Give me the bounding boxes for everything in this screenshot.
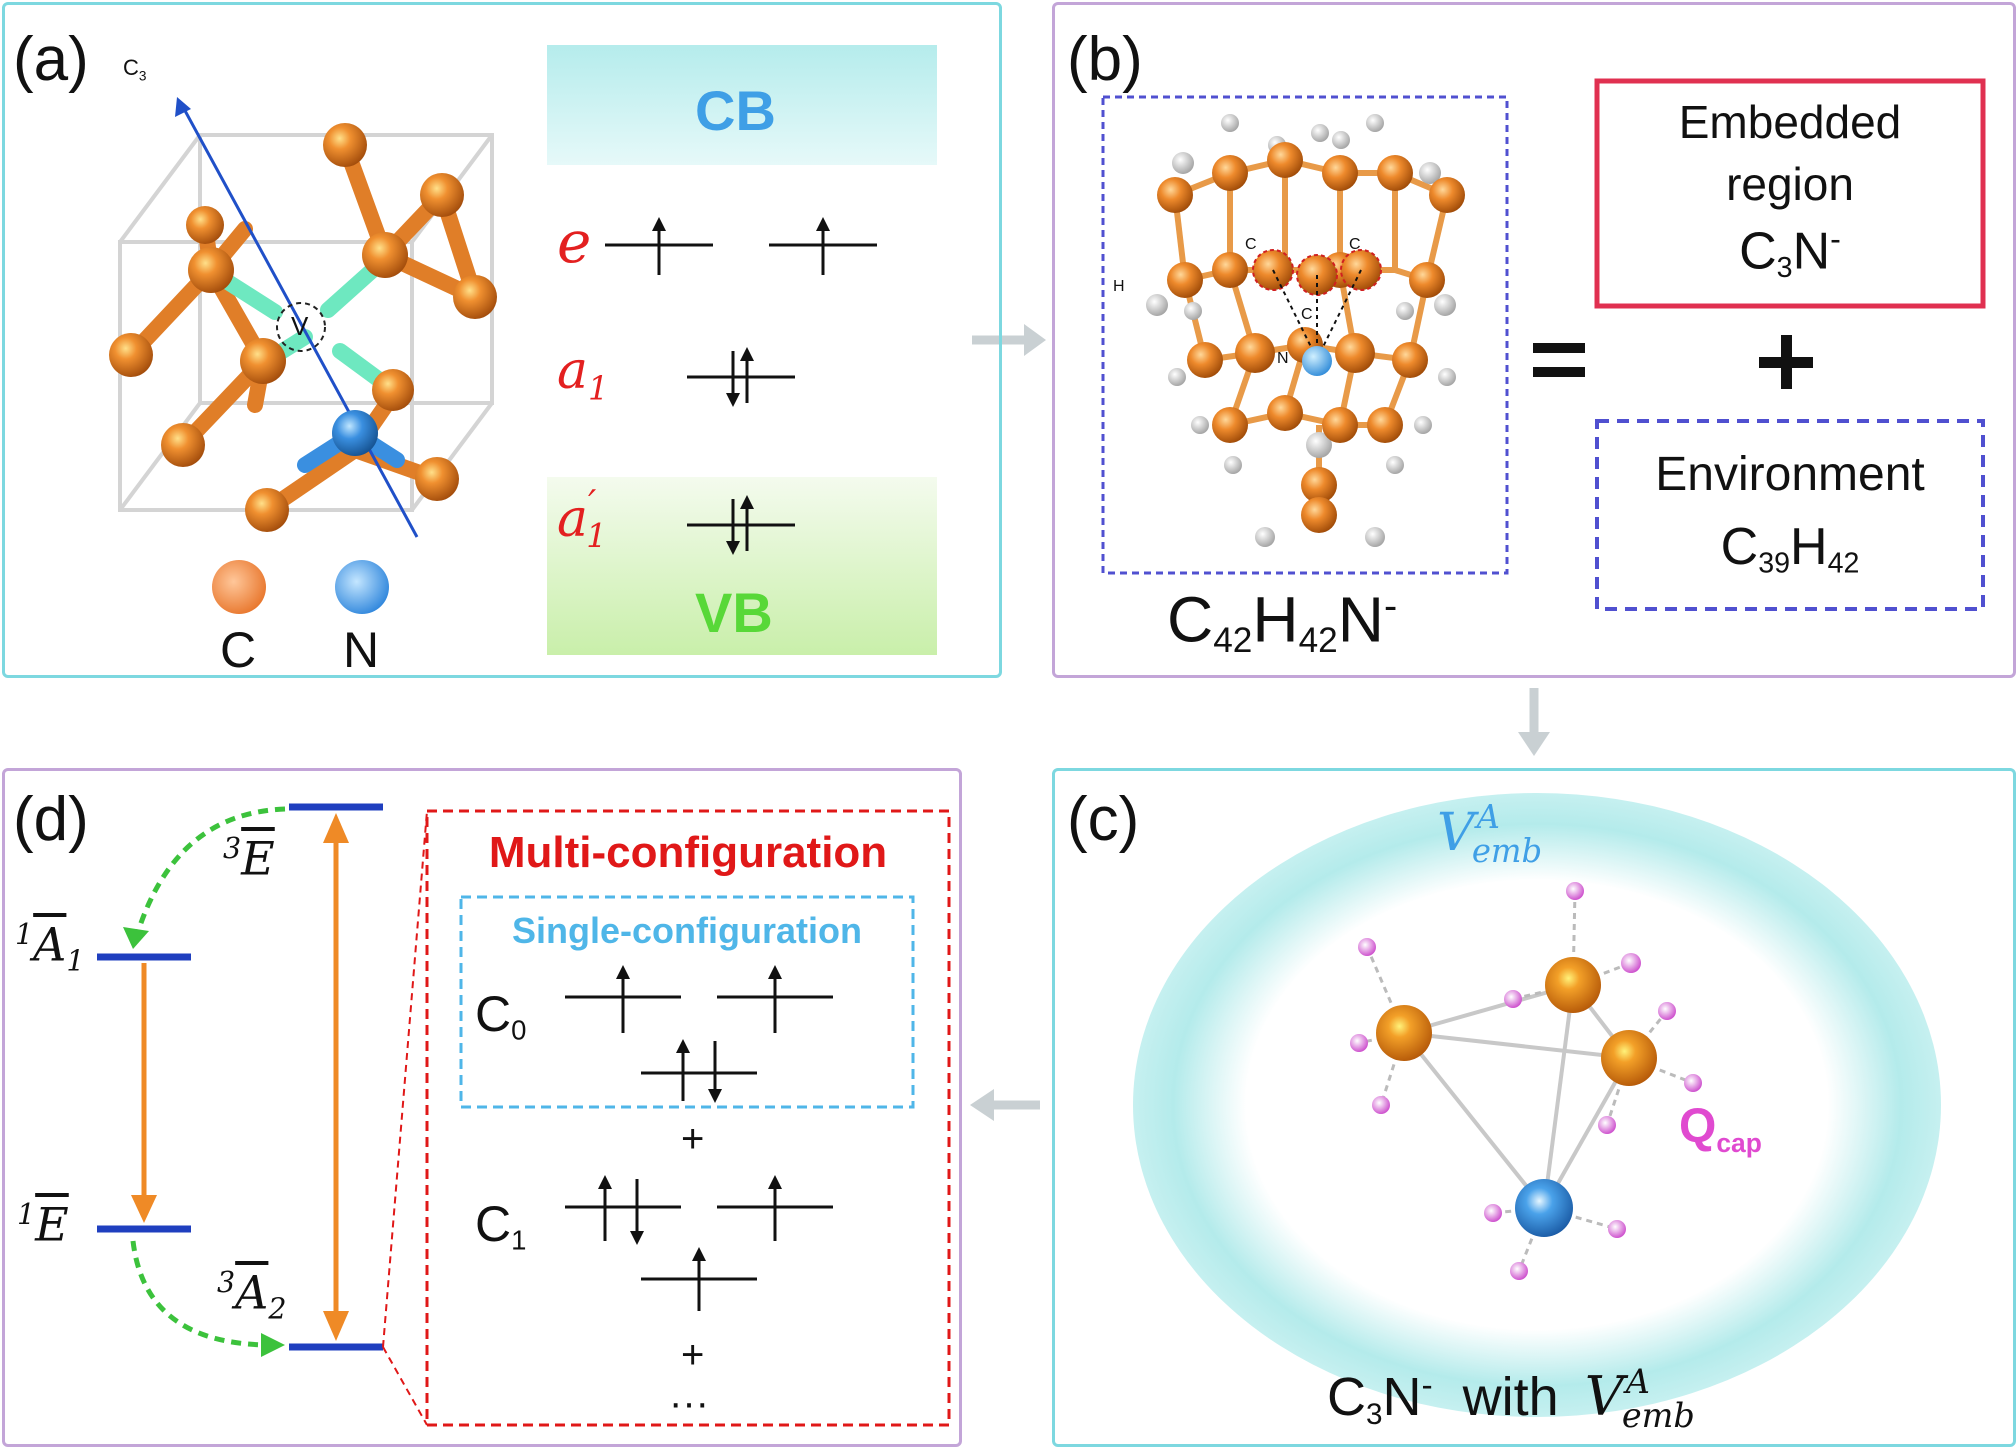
hydrogen-atoms [1146, 114, 1456, 547]
panel-a-defect-structure: (a) C3 V C N CB VB e a1 a′1 [2, 2, 1002, 678]
panel-c-embedding-potential: (c) VAemb Qcap C3N-with VAemb [1052, 768, 2016, 1447]
cluster-model-graphic [1101, 78, 1986, 611]
state-3a2-label: 3A2 [217, 1265, 287, 1326]
plus-after-c1: + [681, 1333, 705, 1377]
panel-b-label: (b) [1067, 25, 1143, 94]
carbon-atoms [109, 123, 497, 532]
panel-d-electronic-states: (d) 3E 1A1 1E 3A2 Multi-configuration Si… [2, 768, 962, 1447]
legend-carbon-label: C [220, 622, 257, 678]
embedded-carbon-atoms [1252, 249, 1382, 296]
c3-axis-label: C3 [123, 55, 147, 84]
c1-label: C1 [475, 1196, 527, 1256]
embedded-region-formula: C3N- [1739, 221, 1841, 284]
atom-label-c-right: C [1349, 236, 1361, 253]
arrow-c-to-d [970, 1089, 1040, 1121]
embedded-region-box [1594, 78, 1986, 309]
atom-label-c-center: C [1301, 306, 1313, 323]
embedding-potential-ring [1133, 793, 1941, 1417]
vacancy-dotted-lines [1272, 269, 1362, 360]
c3n-atoms [1376, 957, 1657, 1237]
c3-axis [175, 97, 419, 538]
panel-c-label: (c) [1067, 785, 1140, 854]
embedding-graphic [1133, 793, 1941, 1417]
nv-center-structure [109, 45, 937, 655]
panel-b-cluster-model: (b) C C C N H C42H42N- Embedded region C… [1052, 2, 2016, 678]
spin-up-arrows-e [652, 217, 830, 275]
level-a1 [687, 347, 795, 407]
vacancy-marker [276, 302, 326, 352]
arrow-b-to-c [1518, 688, 1550, 756]
atom-label-n: N [1277, 350, 1289, 367]
cluster-formula: C42H42N- [1167, 583, 1398, 660]
state-levels [97, 803, 383, 1351]
legend-carbon-ball [212, 560, 266, 614]
plus-between-configurations: + [681, 1117, 705, 1161]
zoom-lines [382, 810, 428, 1426]
embedding-potential-label: VAemb [1437, 798, 1543, 870]
panel-a-label: (a) [13, 25, 89, 94]
cb-label: CB [695, 79, 776, 142]
panel-d-label: (d) [13, 785, 89, 854]
environment-box [1595, 419, 1985, 611]
state-3e-label: 3E [223, 831, 275, 886]
qcap-label: Qcap [1679, 1100, 1762, 1158]
equals-sign [1533, 343, 1585, 377]
multi-configuration-title: Multi-configuration [488, 828, 888, 877]
single-configuration-title: Single-configuration [512, 910, 862, 951]
cluster-nitrogen-atom [1302, 346, 1332, 376]
state-1e-label: 1E [17, 1197, 69, 1252]
c3n-with-vemb-caption: C3N-with VAemb [1327, 1362, 1695, 1435]
plus-sign [1759, 335, 1813, 389]
atom-label-c-left: C [1245, 236, 1257, 253]
atom-label-h: H [1113, 278, 1125, 295]
level-a1-prime [687, 495, 795, 555]
c0-configuration [565, 965, 833, 1103]
multi-configuration-box [425, 809, 951, 1427]
embedded-region-line2: region [1726, 158, 1854, 210]
cluster-carbon-atoms [1157, 142, 1465, 533]
nitrogen-atom [332, 410, 378, 456]
energy-level-graphic [97, 803, 951, 1427]
cluster-dashed-frame [1101, 95, 1509, 575]
ellipsis: ··· [669, 1381, 709, 1425]
c1-configuration [565, 1175, 833, 1311]
level-a1-prime-label: a′1 [557, 482, 607, 556]
intersystem-crossing-arrows [123, 806, 286, 1357]
environment-formula: C39H42 [1720, 518, 1860, 580]
conduction-band [547, 45, 937, 165]
vacancy-label: V [291, 311, 309, 341]
vb-label: VB [695, 581, 773, 644]
capping-charges [1350, 882, 1702, 1280]
optical-transitions [131, 813, 349, 1341]
legend-nitrogen-ball [335, 560, 389, 614]
level-e-label: e [557, 208, 592, 276]
state-1a1-label: 1A1 [15, 917, 85, 978]
legend-nitrogen-label: N [343, 622, 380, 678]
level-a1-label: a1 [557, 341, 609, 408]
embedded-region-line1: Embedded [1678, 96, 1902, 148]
c0-label: C0 [475, 986, 527, 1046]
single-configuration-box [459, 895, 915, 1109]
environment-line1: Environment [1655, 448, 1925, 501]
